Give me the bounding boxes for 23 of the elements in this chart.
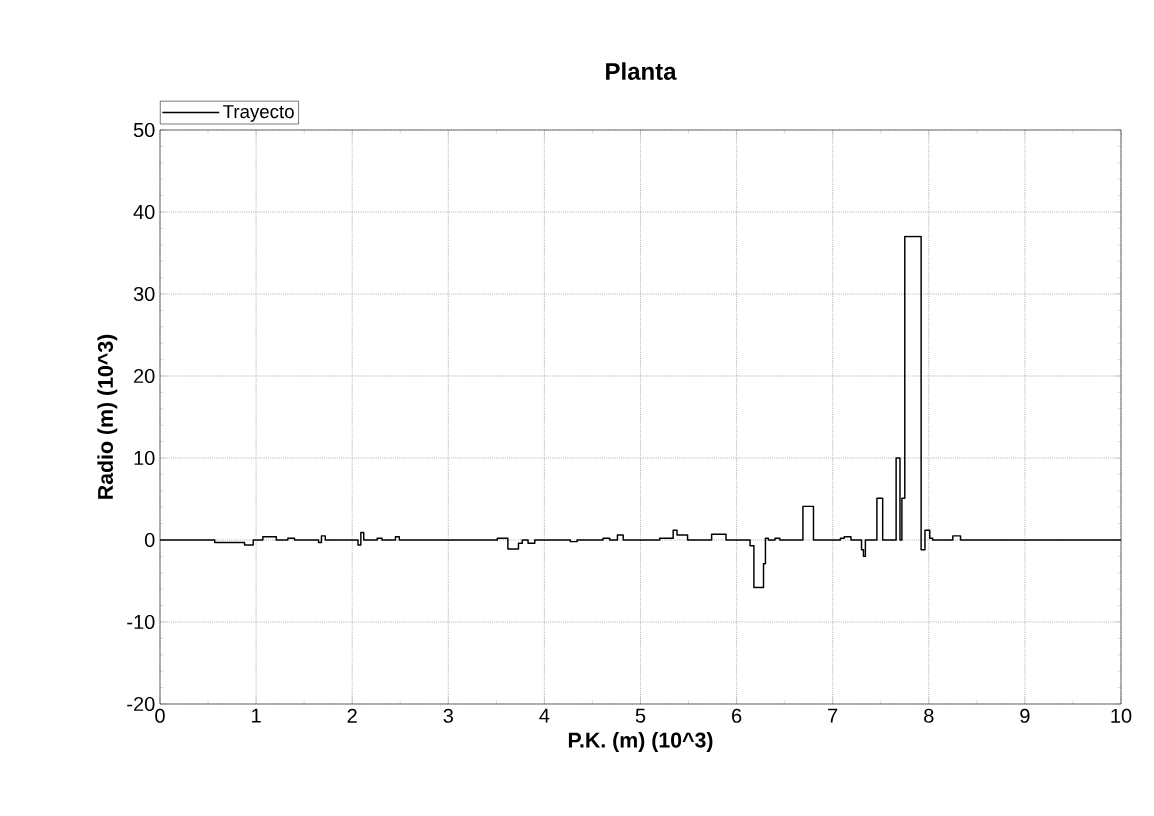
x-tick-label: 7 bbox=[828, 708, 838, 723]
x-tick-label: 2 bbox=[347, 708, 357, 723]
y-tick-label: 30 bbox=[133, 286, 155, 302]
y-axis-title: Radio (m) (10^3) bbox=[97, 334, 118, 499]
x-tick-label: 10 bbox=[1111, 708, 1132, 723]
y-tick-label: -20 bbox=[127, 696, 155, 712]
legend-label: Trayecto bbox=[223, 105, 294, 122]
x-tick-label: 3 bbox=[443, 708, 453, 723]
x-tick-label: 1 bbox=[252, 708, 261, 723]
x-tick-label: 0 bbox=[155, 708, 165, 723]
x-tick-label: 6 bbox=[732, 708, 742, 723]
x-axis-title: P.K. (m) (10^3) bbox=[568, 732, 713, 752]
x-tick-label: 9 bbox=[1020, 708, 1030, 723]
x-tick-label: 4 bbox=[539, 708, 550, 723]
y-tick-label: 50 bbox=[133, 122, 155, 138]
y-tick-label: 20 bbox=[134, 368, 155, 384]
chart-title: Planta bbox=[606, 62, 677, 80]
x-tick-label: 5 bbox=[635, 708, 646, 723]
y-tick-label: 40 bbox=[133, 204, 155, 220]
y-tick-label: 0 bbox=[144, 532, 155, 548]
x-tick-label: 8 bbox=[924, 708, 934, 723]
y-tick-label: -10 bbox=[127, 614, 155, 630]
y-tick-label: 10 bbox=[134, 450, 155, 466]
